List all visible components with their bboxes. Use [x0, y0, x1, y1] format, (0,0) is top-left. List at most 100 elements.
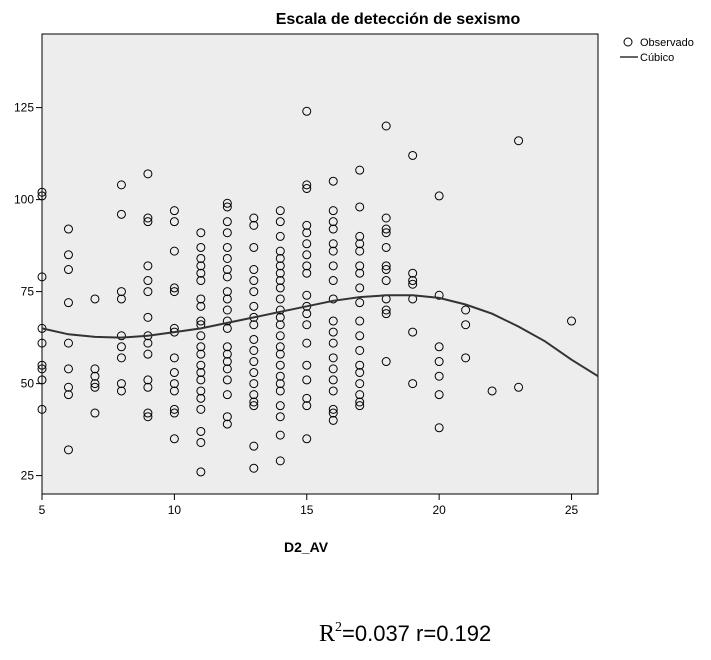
- data-point: [434, 191, 444, 201]
- data-point: [355, 331, 365, 341]
- data-point: [355, 202, 365, 212]
- r-squared-exponent: 2: [335, 620, 343, 635]
- data-point: [302, 180, 312, 190]
- data-point: [275, 379, 285, 389]
- data-point: [355, 390, 365, 400]
- data-point: [90, 371, 100, 381]
- data-point: [63, 390, 73, 400]
- data-point: [116, 209, 126, 219]
- data-point: [275, 268, 285, 278]
- data-point: [302, 393, 312, 403]
- data-point: [63, 265, 73, 275]
- data-point: [196, 368, 206, 378]
- data-point: [302, 375, 312, 385]
- data-point: [222, 202, 232, 212]
- data-point: [196, 349, 206, 359]
- data-point: [37, 191, 47, 201]
- data-point: [37, 375, 47, 385]
- data-point: [302, 401, 312, 411]
- data-point: [355, 360, 365, 370]
- data-point: [275, 276, 285, 286]
- data-point: [222, 375, 232, 385]
- data-point: [381, 309, 391, 319]
- data-point: [434, 290, 444, 300]
- data-point: [143, 382, 153, 392]
- data-point: [355, 231, 365, 241]
- data-point: [355, 401, 365, 411]
- data-point: [249, 213, 259, 223]
- data-point: [381, 121, 391, 131]
- data-point: [169, 404, 179, 414]
- data-point: [63, 298, 73, 308]
- data-point: [302, 338, 312, 348]
- data-point: [275, 312, 285, 322]
- y-axis: 25 50 75 100 125: [14, 101, 42, 483]
- data-point: [169, 217, 179, 227]
- data-point: [249, 242, 259, 252]
- data-point: [249, 320, 259, 330]
- data-point: [408, 268, 418, 278]
- data-point: [355, 165, 365, 175]
- data-point: [169, 287, 179, 297]
- data-point: [196, 375, 206, 385]
- data-point: [143, 375, 153, 385]
- observed-points: [37, 106, 577, 477]
- data-point: [249, 345, 259, 355]
- data-point: [222, 217, 232, 227]
- data-point: [196, 316, 206, 326]
- data-point: [275, 206, 285, 216]
- data-point: [434, 371, 444, 381]
- x-tick-label: 5: [39, 503, 46, 517]
- data-point: [116, 353, 126, 363]
- data-point: [275, 349, 285, 359]
- x-tick-label: 25: [565, 503, 579, 517]
- chart-title: Escala de detección de sexismo: [276, 11, 521, 28]
- data-point: [249, 301, 259, 311]
- y-tick-label: 125: [14, 101, 34, 115]
- data-point: [328, 327, 338, 337]
- x-axis: 5 10 15 20 25: [39, 494, 579, 517]
- data-point: [90, 364, 100, 374]
- data-point: [90, 382, 100, 392]
- data-point: [275, 412, 285, 422]
- data-point: [355, 397, 365, 407]
- data-point: [275, 294, 285, 304]
- data-point: [63, 364, 73, 374]
- cubic-fit-line: [41, 294, 599, 378]
- data-point: [275, 430, 285, 440]
- correlation-stats: R2=0.037 r=0.192: [319, 620, 491, 648]
- data-point: [169, 246, 179, 256]
- data-point: [275, 246, 285, 256]
- data-point: [196, 437, 206, 447]
- data-point: [275, 456, 285, 466]
- data-point: [381, 242, 391, 252]
- data-point: [196, 331, 206, 341]
- data-point: [302, 434, 312, 444]
- data-point: [63, 445, 73, 455]
- data-point: [434, 342, 444, 352]
- data-point: [222, 242, 232, 252]
- data-point: [381, 224, 391, 234]
- data-point: [143, 312, 153, 322]
- data-point: [249, 276, 259, 286]
- data-point: [143, 217, 153, 227]
- data-point: [169, 408, 179, 418]
- data-point: [302, 320, 312, 330]
- y-tick-label: 25: [21, 469, 35, 483]
- data-point: [328, 239, 338, 249]
- r-squared-symbol: R: [319, 621, 336, 647]
- data-point: [302, 239, 312, 249]
- data-point: [222, 316, 232, 326]
- data-point: [275, 231, 285, 241]
- data-point: [381, 261, 391, 271]
- data-point: [355, 268, 365, 278]
- data-point: [275, 283, 285, 293]
- data-point: [222, 390, 232, 400]
- data-point: [487, 386, 497, 396]
- data-point: [143, 349, 153, 359]
- data-point: [196, 294, 206, 304]
- data-point: [37, 272, 47, 282]
- data-point: [328, 415, 338, 425]
- y-tick-label: 50: [21, 377, 35, 391]
- data-point: [222, 305, 232, 315]
